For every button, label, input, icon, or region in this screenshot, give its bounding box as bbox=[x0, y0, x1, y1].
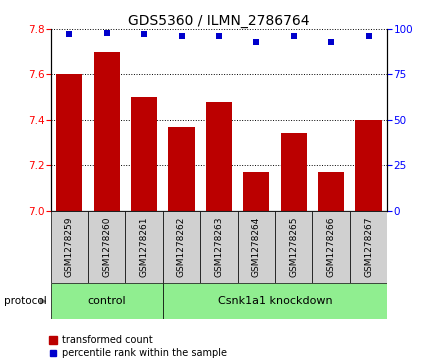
Bar bbox=[131, 97, 157, 211]
Bar bbox=[200, 211, 238, 283]
Bar bbox=[51, 283, 163, 319]
Text: GSM1278265: GSM1278265 bbox=[289, 217, 298, 277]
Bar bbox=[275, 211, 312, 283]
Bar bbox=[94, 52, 120, 211]
Bar bbox=[318, 172, 344, 211]
Point bbox=[141, 32, 148, 37]
Bar bbox=[238, 211, 275, 283]
Text: control: control bbox=[88, 296, 126, 306]
Bar bbox=[169, 127, 194, 211]
Point bbox=[290, 33, 297, 39]
Text: GSM1278267: GSM1278267 bbox=[364, 217, 373, 277]
Text: GSM1278264: GSM1278264 bbox=[252, 217, 261, 277]
Text: protocol: protocol bbox=[4, 296, 47, 306]
Legend: transformed count, percentile rank within the sample: transformed count, percentile rank withi… bbox=[49, 335, 227, 358]
Text: GSM1278260: GSM1278260 bbox=[102, 217, 111, 277]
Text: GSM1278263: GSM1278263 bbox=[214, 217, 224, 277]
Text: Csnk1a1 knockdown: Csnk1a1 knockdown bbox=[218, 296, 332, 306]
Bar bbox=[312, 211, 350, 283]
Point bbox=[365, 33, 372, 39]
Text: GSM1278266: GSM1278266 bbox=[326, 217, 336, 277]
Title: GDS5360 / ILMN_2786764: GDS5360 / ILMN_2786764 bbox=[128, 14, 310, 28]
Bar bbox=[163, 211, 200, 283]
Point bbox=[103, 30, 110, 36]
Bar bbox=[281, 133, 307, 211]
Bar bbox=[206, 102, 232, 211]
Point bbox=[66, 32, 73, 37]
Text: GSM1278262: GSM1278262 bbox=[177, 217, 186, 277]
Bar bbox=[350, 211, 387, 283]
Bar bbox=[356, 120, 381, 211]
Text: GSM1278261: GSM1278261 bbox=[139, 217, 149, 277]
Point bbox=[178, 33, 185, 39]
Bar bbox=[163, 283, 387, 319]
Bar bbox=[243, 172, 269, 211]
Bar bbox=[125, 211, 163, 283]
Point bbox=[327, 39, 335, 45]
Text: GSM1278259: GSM1278259 bbox=[65, 217, 74, 277]
Bar bbox=[88, 211, 125, 283]
Point bbox=[216, 33, 223, 39]
Point bbox=[253, 39, 260, 45]
Bar bbox=[56, 74, 82, 211]
Bar bbox=[51, 211, 88, 283]
